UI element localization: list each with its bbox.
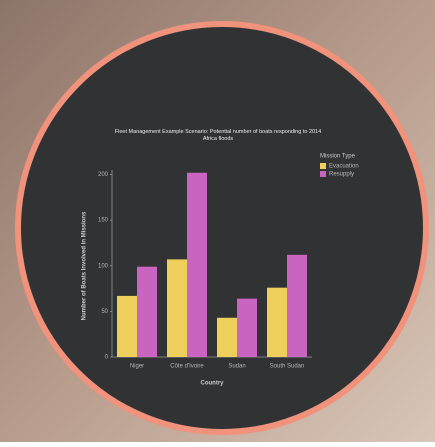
y-tick-label: 50 bbox=[101, 309, 108, 315]
y-axis-label: Number of Boats Involved in Missions bbox=[82, 211, 88, 320]
bar bbox=[237, 298, 257, 357]
y-tick-label: 100 bbox=[98, 263, 109, 269]
y-tick-label: 150 bbox=[98, 218, 109, 224]
x-tick-label: Sudan bbox=[228, 364, 245, 370]
bar bbox=[217, 317, 237, 357]
legend-label: Evacuation bbox=[329, 164, 359, 170]
legend-title: Mission Type bbox=[320, 154, 356, 160]
bar bbox=[137, 266, 157, 357]
y-tick-label: 0 bbox=[105, 355, 109, 361]
chart-title: Fleet Management Example Scenario: Poten… bbox=[115, 129, 321, 142]
x-tick-label: South Sudan bbox=[270, 364, 305, 370]
x-tick-label: Côte d'Ivoire bbox=[170, 364, 204, 370]
bar bbox=[287, 254, 307, 357]
frame bbox=[15, 21, 429, 435]
bar bbox=[167, 259, 187, 357]
legend-swatch bbox=[320, 171, 326, 177]
bar bbox=[117, 295, 137, 357]
x-axis-label: Country bbox=[201, 381, 225, 387]
bar bbox=[267, 287, 287, 357]
bar bbox=[187, 172, 207, 357]
y-tick-label: 200 bbox=[98, 172, 109, 178]
legend-label: Resupply bbox=[329, 172, 354, 178]
x-tick-label: Niger bbox=[130, 364, 144, 370]
legend-swatch bbox=[320, 163, 326, 169]
